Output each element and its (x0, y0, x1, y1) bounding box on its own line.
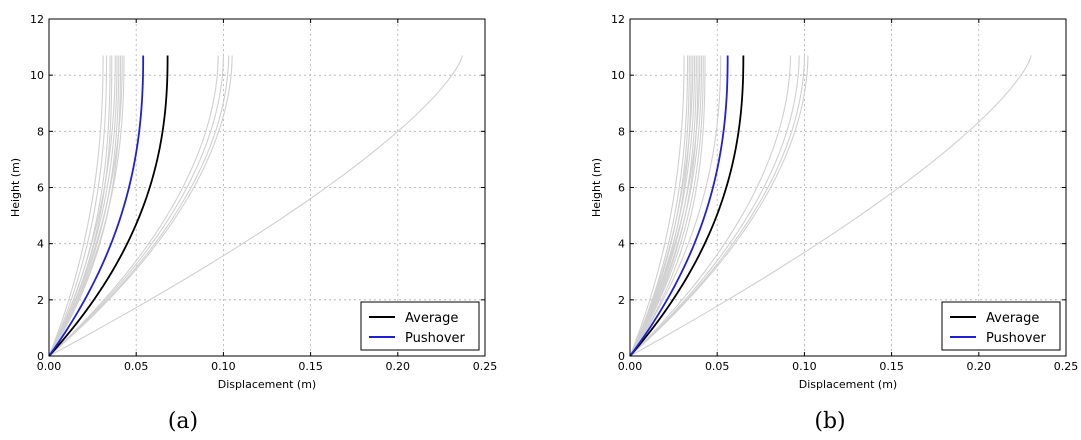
x-tick-label: 0.00 (37, 360, 62, 373)
y-tick-label: 10 (30, 69, 44, 82)
record-line (629, 55, 685, 357)
y-tick-label: 2 (618, 294, 625, 307)
y-tick-label: 0 (618, 350, 625, 363)
legend: Average Pushover (360, 301, 480, 351)
x-tick-label: 0.25 (1054, 360, 1079, 373)
y-tick-label: 8 (618, 125, 625, 138)
panel-caption: (b) (814, 409, 845, 434)
series-line-average (629, 55, 745, 357)
y-tick-label: 12 (30, 13, 44, 26)
record-line (629, 55, 722, 357)
record-line (48, 55, 224, 357)
x-tick-label: 0.20 (967, 360, 992, 373)
record-line (629, 55, 809, 357)
x-tick-label: 0.20 (386, 360, 411, 373)
y-tick-label: 4 (37, 238, 44, 251)
record-line (629, 55, 706, 357)
record-line (48, 55, 219, 357)
y-tick-label: 4 (618, 238, 625, 251)
y-tick-label: 12 (611, 13, 625, 26)
record-line (48, 55, 108, 357)
x-axis-label: Displacement (m) (218, 378, 316, 391)
y-tick-label: 8 (37, 125, 44, 138)
x-tick-label: 0.00 (618, 360, 643, 373)
record-line (48, 55, 123, 357)
x-tick-label: 0.10 (211, 360, 236, 373)
record-line (48, 55, 463, 357)
record-line (629, 55, 689, 357)
record-line (629, 55, 697, 357)
legend-label-pushover: Pushover (405, 331, 466, 346)
x-tick-label: 0.25 (473, 360, 498, 373)
record-line (48, 55, 233, 357)
record-line (629, 55, 800, 357)
x-tick-label: 0.10 (792, 360, 817, 373)
record-line (629, 55, 791, 357)
y-tick-label: 10 (611, 69, 625, 82)
legend-box (941, 301, 1061, 351)
y-tick-label: 0 (37, 350, 44, 363)
record-line (48, 55, 116, 357)
panel-caption: (a) (168, 409, 198, 434)
series-line-pushover (48, 55, 145, 357)
x-tick-label: 0.05 (705, 360, 730, 373)
record-line (48, 55, 120, 357)
y-tick-label: 6 (618, 182, 625, 195)
series-line-pushover (629, 55, 729, 357)
record-line (629, 55, 694, 357)
chart-panel-a: 0.00 0.05 0.10 0.15 0.20 0.25 0 2 4 6 8 10 12 Displac… (9, 13, 497, 434)
x-tick-label: 0.15 (298, 360, 323, 373)
record-line (629, 55, 704, 357)
x-axis-label: Displacement (m) (799, 378, 897, 391)
record-line (48, 55, 104, 357)
record-line (629, 55, 805, 357)
x-tick-label: 0.15 (879, 360, 904, 373)
chart-panel-b: 0.00 0.05 0.10 0.15 0.20 0.25 0 2 4 6 8 10 12 Displac… (590, 13, 1078, 434)
legend: Average Pushover (941, 301, 1061, 351)
record-line (629, 55, 1032, 357)
record-line (629, 55, 703, 357)
record-line (48, 55, 125, 357)
y-tick-label: 6 (37, 182, 44, 195)
legend-label-average: Average (986, 311, 1039, 326)
series-line-average (48, 55, 169, 357)
record-line (48, 55, 230, 357)
y-tick-label: 2 (37, 294, 44, 307)
legend-label-pushover: Pushover (986, 331, 1047, 346)
record-line (629, 55, 701, 357)
y-axis-label: Height (m) (590, 158, 603, 217)
y-axis-label: Height (m) (9, 158, 22, 217)
legend-box (360, 301, 480, 351)
legend-label-average: Average (405, 311, 458, 326)
x-tick-label: 0.05 (124, 360, 149, 373)
